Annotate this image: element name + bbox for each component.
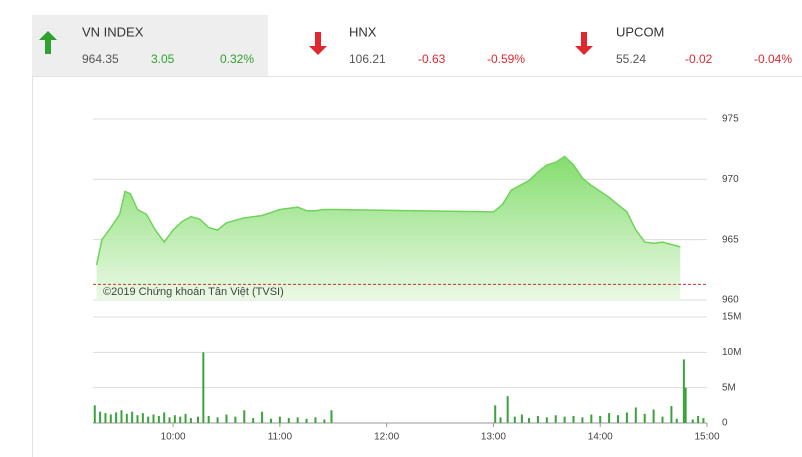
volume-bar [608, 413, 611, 423]
volume-bar [661, 416, 664, 423]
volume-bar [147, 416, 150, 423]
volume-bar [184, 413, 187, 423]
volume-bar [296, 417, 299, 423]
volume-bar [261, 411, 264, 423]
volume-bar [305, 418, 308, 423]
volume-bar [152, 414, 155, 423]
chart-panel [32, 76, 802, 457]
volume-bar [691, 419, 694, 423]
volume-bar [634, 407, 637, 423]
volume-bar [536, 415, 539, 423]
index-name: UPCOM [616, 24, 664, 39]
volume-bar [216, 417, 219, 423]
index-percent: 0.32% [220, 52, 254, 66]
volume-bar [120, 410, 123, 423]
index-change: -0.63 [418, 52, 446, 66]
volume-bar [179, 416, 182, 423]
volume-bar [207, 415, 210, 423]
volume-bar [168, 417, 171, 423]
y-tick-label: 970 [722, 174, 739, 185]
volume-bar [330, 410, 333, 423]
volume-bar [104, 413, 107, 423]
index-name: HNX [349, 24, 377, 39]
volume-bar [563, 416, 566, 423]
volume-bar [323, 419, 326, 423]
y-tick-label: 15M [722, 312, 741, 323]
volume-bar [643, 413, 646, 423]
volume-bar [141, 413, 144, 423]
volume-bar [125, 413, 128, 423]
index-percent: -0.59% [487, 52, 525, 66]
x-tick-label: 13:00 [481, 432, 506, 443]
volume-bar [278, 416, 281, 423]
volume-bar [202, 352, 205, 423]
volume-bar [99, 411, 102, 423]
volume-bar [545, 417, 548, 423]
volume-bar [115, 412, 118, 423]
annotation: ©2019 Chứng khoán Tân Việt (TVSI) [103, 286, 284, 298]
x-tick-label: 11:00 [268, 432, 293, 443]
volume-bar [131, 411, 134, 423]
volume-bar [652, 409, 655, 423]
x-tick-label: 14:00 [588, 432, 613, 443]
volume-bar [109, 414, 112, 423]
volume-bar [506, 396, 509, 423]
y-tick-label: 975 [722, 114, 739, 125]
y-tick-label: 960 [722, 295, 739, 306]
index-name: VN INDEX [82, 24, 144, 39]
volume-bar [252, 418, 255, 423]
volume-bar [269, 418, 272, 423]
volume-bar [670, 406, 673, 423]
volume-bar [234, 416, 237, 423]
volume-bar [697, 415, 700, 423]
index-percent: -0.04% [754, 52, 792, 66]
volume-bar [675, 418, 678, 423]
x-tick-label: 10:00 [161, 432, 186, 443]
volume-bar [590, 414, 593, 423]
volume-bar [197, 416, 200, 423]
volume-bar [243, 410, 246, 423]
volume-bar [287, 418, 290, 423]
volume-bar [136, 415, 139, 423]
volume-bar [617, 415, 620, 423]
volume-bar [625, 412, 628, 423]
volume-bar [572, 415, 575, 423]
index-change: 3.05 [151, 52, 175, 66]
price-line [95, 155, 681, 266]
down-arrow [575, 32, 593, 55]
up-arrow [39, 31, 57, 54]
volume-bar [513, 416, 516, 423]
active-tab[interactable] [32, 15, 268, 76]
volume-bar [225, 414, 228, 423]
index-value: 55.24 [616, 52, 646, 66]
volume-bar [554, 415, 557, 423]
volume-bar [599, 415, 602, 423]
index-value: 964.35 [82, 52, 119, 66]
volume-bar [93, 405, 96, 423]
y-tick-label: 5M [722, 382, 736, 393]
volume-bar [528, 418, 531, 423]
index-change: -0.02 [685, 52, 713, 66]
volume-bar [702, 418, 705, 423]
volume-bar [520, 414, 523, 423]
volume-bar [173, 415, 176, 423]
y-tick-label: 10M [722, 347, 741, 358]
y-tick-label: 965 [722, 234, 739, 245]
x-tick-label: 12:00 [374, 432, 399, 443]
volume-bar [499, 417, 502, 423]
y-tick-label: 0 [722, 418, 728, 429]
volume-bar [494, 405, 497, 423]
volume-bar [581, 417, 584, 423]
volume-bar [314, 417, 317, 423]
down-arrow [309, 32, 327, 55]
x-tick-label: 15:00 [694, 432, 719, 443]
volume-bar [684, 387, 687, 423]
index-value: 106.21 [349, 52, 386, 66]
volume-bar [189, 418, 192, 423]
area-fill [96, 156, 681, 300]
volume-bar [157, 415, 160, 423]
volume-bar [163, 412, 166, 423]
volume-bar [682, 359, 685, 423]
